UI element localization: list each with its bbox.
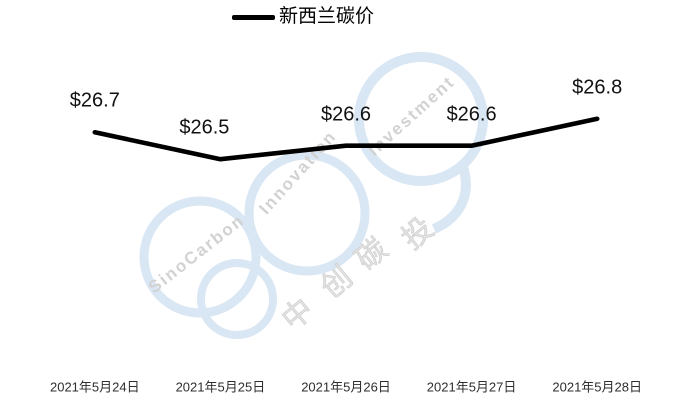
x-axis-label: 2021年5月25日: [175, 379, 266, 395]
data-label: $26.7: [69, 89, 120, 112]
x-axis-label: 2021年5月26日: [301, 379, 391, 395]
series-line: [92, 116, 600, 162]
watermark-ring-icon: [354, 52, 488, 186]
legend: 新西兰碳价: [232, 6, 374, 28]
data-label: $26.8: [572, 76, 623, 99]
data-label: $26.6: [446, 103, 497, 126]
x-axis-label: 2021年5月28日: [552, 379, 642, 395]
watermark-ring-icon: [197, 259, 277, 339]
data-label: $26.6: [320, 103, 372, 126]
data-label: $26.5: [179, 116, 230, 139]
watermark-ring-icon: [244, 150, 370, 276]
legend-line-marker-icon: [232, 14, 275, 20]
watermark-ring-tail-icon: [431, 165, 471, 234]
legend-series-label: 新西兰碳价: [279, 6, 375, 27]
x-axis-label: 2021年5月27日: [426, 379, 517, 395]
x-axis-label: 2021年5月24日: [49, 379, 140, 395]
